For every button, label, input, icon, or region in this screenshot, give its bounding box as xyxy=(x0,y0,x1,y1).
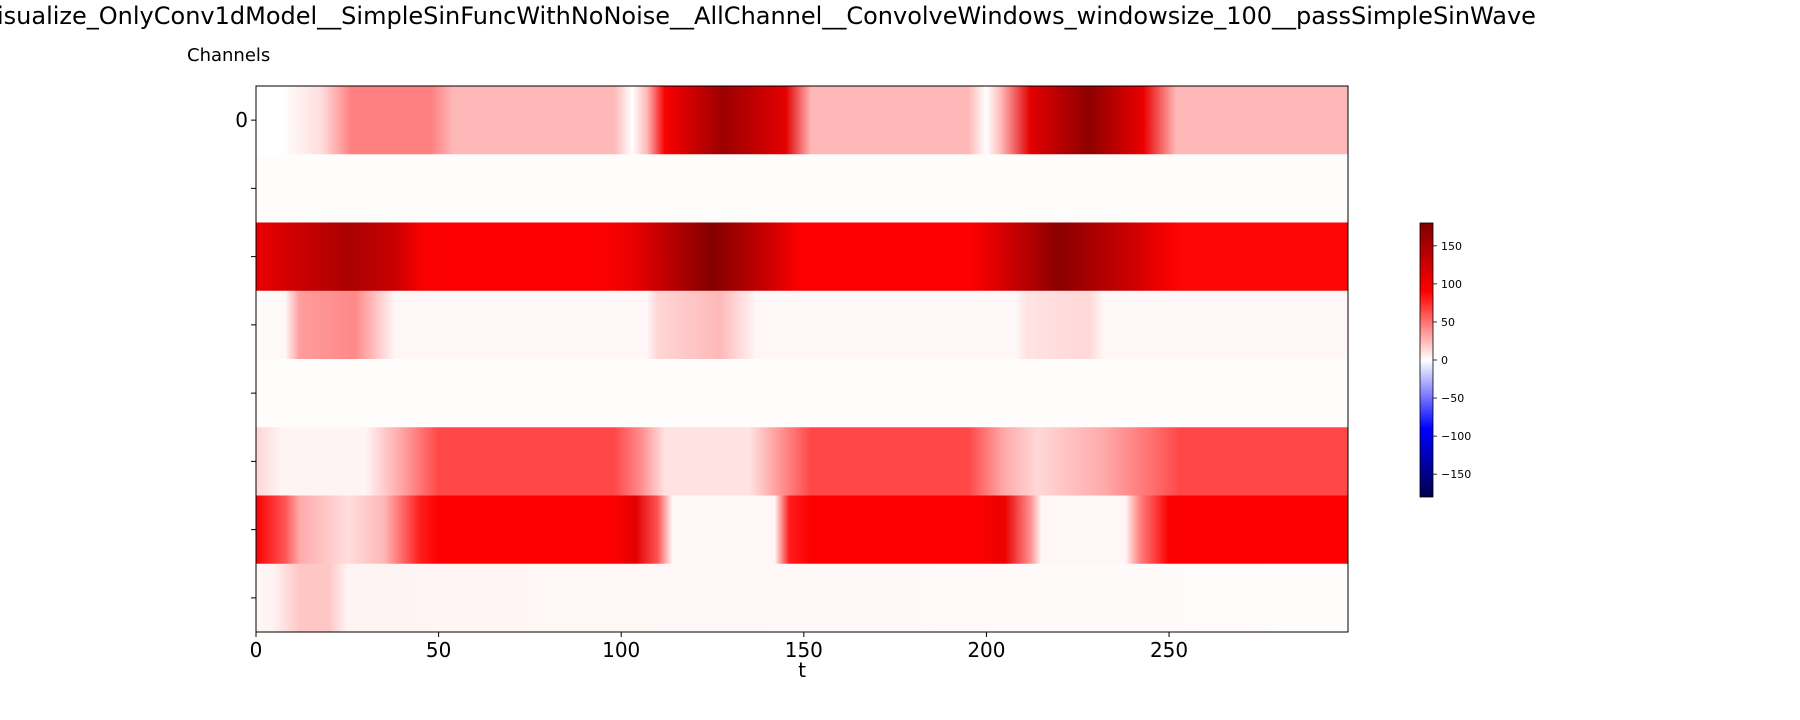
heatmap-row-channel-4 xyxy=(256,359,1348,428)
x-tick-label-200: 200 xyxy=(967,638,1005,662)
heatmap-row-channel-0 xyxy=(256,86,1348,155)
colorbar-tick-label-150: 150 xyxy=(1441,240,1462,253)
y-tick-label-0: 0 xyxy=(235,108,248,132)
colorbar-tick-label--100: −100 xyxy=(1441,430,1471,443)
heatmap-row-channel-3 xyxy=(256,290,1348,360)
x-axis: 0 50 100 150 200 250 xyxy=(250,632,1188,662)
y-axis-label: Channels xyxy=(187,45,270,66)
colorbar-tick-label-0: 0 xyxy=(1441,354,1448,367)
heatmap-row-channel-2 xyxy=(256,222,1348,292)
colorbar-tick-label-50: 50 xyxy=(1441,316,1455,329)
x-tick-label-0: 0 xyxy=(250,638,263,662)
plot-frame xyxy=(255,85,1349,633)
colorbar-tick-label--150: −150 xyxy=(1441,468,1471,481)
colorbar-tick-label--50: −50 xyxy=(1441,392,1464,405)
heatmap-row-channel-1 xyxy=(256,154,1348,223)
y-axis: 0 xyxy=(235,108,256,599)
heatmap-row-channel-7 xyxy=(256,563,1348,633)
figure-title: isualize_OnlyConv1dModel__SimpleSinFuncW… xyxy=(0,2,1536,30)
heatmap-row-channel-6 xyxy=(256,495,1348,565)
heatmap-row-channel-5 xyxy=(256,427,1348,496)
heatmap xyxy=(256,86,1348,633)
colorbar-gradient xyxy=(1419,222,1434,498)
x-tick-label-250: 250 xyxy=(1150,638,1188,662)
x-tick-label-100: 100 xyxy=(602,638,640,662)
colorbar: 150 100 50 0 −50 −100 −150 xyxy=(1419,222,1471,498)
colorbar-tick-label-100: 100 xyxy=(1441,278,1462,291)
x-tick-label-150: 150 xyxy=(785,638,823,662)
x-axis-label: t xyxy=(798,658,806,682)
x-tick-label-50: 50 xyxy=(426,638,451,662)
